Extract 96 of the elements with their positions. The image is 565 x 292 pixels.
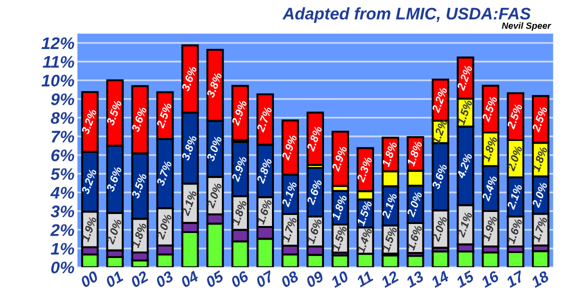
x-tick-label: 04 <box>180 270 200 288</box>
x-tick-label: 01 <box>104 270 124 288</box>
data-label: 1.8% <box>406 140 422 167</box>
data-label: 1.9% <box>81 216 97 242</box>
data-label: 1.6% <box>406 224 422 251</box>
x-tick-label: 16 <box>480 270 500 288</box>
x-tick-label: 13 <box>404 270 425 288</box>
data-label: 2.9% <box>231 156 248 182</box>
x-tick-label: 08 <box>280 270 300 288</box>
text: Nevil Speer <box>502 22 552 31</box>
data-label: 1.6% <box>506 218 523 244</box>
data-label: 3.7% <box>156 160 172 186</box>
x-tick-label: 15 <box>455 270 476 288</box>
x-tick-label: 12 <box>380 270 400 288</box>
data-label: 1.8% <box>331 194 348 221</box>
data-label: 3.5% <box>131 172 148 199</box>
y-tick-label: 11% <box>42 56 74 68</box>
data-label: 2.9% <box>331 146 348 172</box>
data-label: 2.1% <box>456 211 473 238</box>
data-label: 2.8% <box>306 126 322 152</box>
data-label: 1.2% <box>432 118 448 145</box>
data-label: 2.0% <box>406 191 422 218</box>
data-label: 1.7% <box>532 216 548 242</box>
data-label: 1.5% <box>382 226 398 252</box>
y-tick-label: 8% <box>50 112 74 124</box>
data-label: 3.6% <box>131 106 148 133</box>
data-label: 2.0% <box>206 182 222 209</box>
y-tick-label: 10% <box>42 74 74 87</box>
data-label: 3.8% <box>181 134 198 161</box>
y-tick-label: 3% <box>50 206 74 218</box>
data-label: 2.9% <box>281 134 298 161</box>
data-label: 3.8% <box>206 72 222 98</box>
y-tick-label: 0% <box>51 262 74 274</box>
x-tick-label: 10 <box>330 270 350 288</box>
data-label: 1.5% <box>456 99 473 126</box>
data-label: 2.5% <box>156 102 172 129</box>
data-label: 2.1% <box>181 190 198 216</box>
data-label: 1.6% <box>256 198 272 225</box>
data-label: 4.2% <box>456 152 473 179</box>
data-label: 2.0% <box>431 216 448 242</box>
y-tick-label: 4% <box>50 186 74 199</box>
data-label: 1.5% <box>356 200 372 226</box>
data-label: 3.5% <box>106 100 122 126</box>
data-label: 2.7% <box>256 106 272 133</box>
data-label: 3.0% <box>206 136 222 162</box>
data-label: 2.5% <box>482 96 498 122</box>
data-label: 2.8% <box>256 158 272 184</box>
x-tick-label: 14 <box>430 270 450 288</box>
y-tick-label: 9% <box>50 93 74 106</box>
x-tick-label: 03 <box>154 270 174 288</box>
data-label: 2.4% <box>482 175 498 202</box>
data-label: 1.9% <box>482 215 498 242</box>
data-label: 2.3% <box>356 156 372 183</box>
data-label: 1.6% <box>306 218 322 244</box>
x-tick-label: 05 <box>204 270 225 288</box>
data-label: 1.4% <box>356 227 372 254</box>
data-label: 2.0% <box>506 145 523 172</box>
data-label: 1.8% <box>131 222 148 248</box>
data-label: 2.0% <box>106 218 122 245</box>
data-label: 1.8% <box>382 141 398 168</box>
chart-title: Adapted from LMIC, USDA:FAS <box>282 7 531 23</box>
y-tick-label: 7% <box>52 130 74 143</box>
data-label: 3.6% <box>181 66 198 92</box>
data-label: 1.8% <box>532 146 548 172</box>
x-tick-label: 18 <box>530 270 550 288</box>
x-tick-label: 02 <box>130 270 150 288</box>
data-label: 3.2% <box>81 108 97 135</box>
data-label: 3.2% <box>81 168 97 195</box>
data-label: 2.9% <box>231 100 248 126</box>
data-label: 1.8% <box>231 200 248 226</box>
data-label: 2.5% <box>506 103 523 130</box>
x-tick-label: 07 <box>255 270 276 288</box>
data-label: 2.0% <box>532 182 548 208</box>
y-tick-label: 1% <box>50 242 74 255</box>
x-tick-label: 11 <box>355 270 374 288</box>
y-tick-label: 12% <box>42 37 74 50</box>
x-tick-label: 17 <box>505 270 526 288</box>
data-label: 2.1% <box>281 181 298 208</box>
data-label: 2.1% <box>506 184 523 210</box>
x-tick-label: 06 <box>230 270 250 288</box>
y-tick-label: 5% <box>50 168 74 180</box>
y-tick-label: 2% <box>50 224 74 236</box>
data-label: 2.1% <box>381 192 398 219</box>
data-label: 2.2% <box>431 86 448 114</box>
data-label: 1.5% <box>331 225 348 252</box>
x-tick-label: 00 <box>80 270 100 288</box>
y-tick-label: 6% <box>51 149 74 162</box>
data-label: 1.7% <box>281 216 298 243</box>
data-label: 2.5% <box>532 106 548 132</box>
data-label: 3.6% <box>432 163 448 190</box>
data-label: 1.8% <box>482 136 498 162</box>
data-label: 2.0% <box>156 214 172 240</box>
data-label: 3.6% <box>106 166 122 192</box>
data-label: 2.6% <box>306 178 322 206</box>
data-label: 2.2% <box>456 64 473 92</box>
x-tick-label: 09 <box>305 270 325 288</box>
